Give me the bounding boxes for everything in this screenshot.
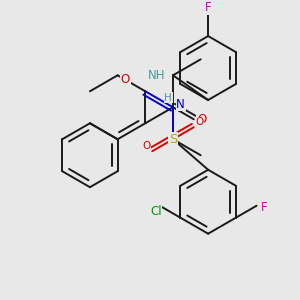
Text: O: O — [142, 141, 151, 152]
Text: NH: NH — [148, 69, 165, 82]
Text: O: O — [196, 117, 204, 128]
Text: H: H — [164, 93, 172, 103]
Text: Cl: Cl — [150, 205, 162, 218]
Text: F: F — [261, 201, 268, 214]
Text: O: O — [121, 73, 130, 86]
Text: F: F — [205, 2, 211, 14]
Text: N: N — [176, 98, 185, 111]
Text: O: O — [197, 113, 206, 126]
Text: S: S — [169, 133, 177, 146]
